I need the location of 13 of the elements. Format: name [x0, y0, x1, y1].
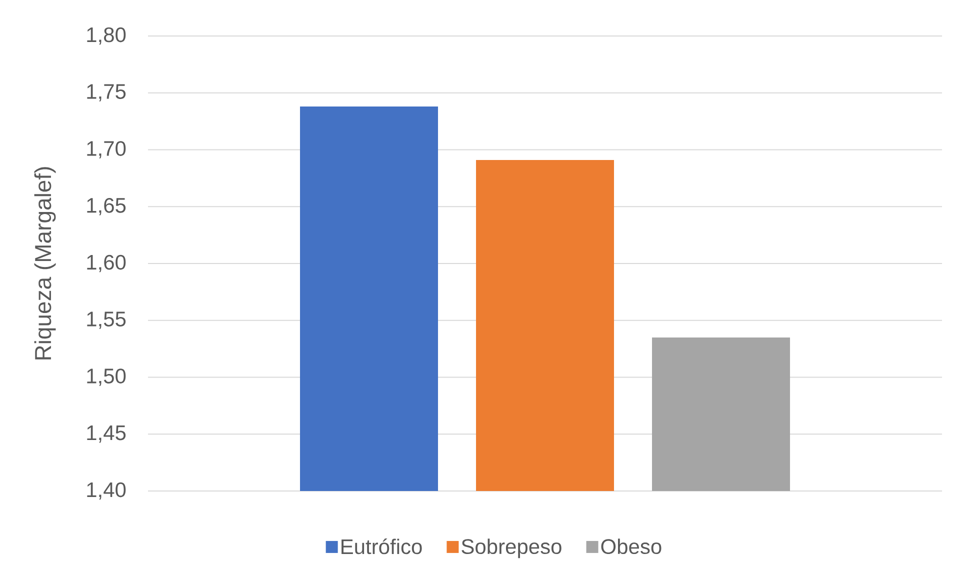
legend-label: Obeso — [601, 538, 662, 554]
y-tick-label: 1,50 — [87, 368, 126, 386]
y-tick-label: 1,65 — [87, 198, 126, 216]
legend-label: Eutrófico — [342, 538, 422, 554]
y-tick-label: 1,40 — [87, 482, 126, 500]
y-tick-label: 1,80 — [87, 27, 126, 45]
legend-label: Sobrepeso — [462, 538, 562, 558]
y-tick-label: 1,70 — [87, 141, 126, 158]
y-tick-label: 1,60 — [87, 254, 126, 272]
y-tick-label: 1,45 — [87, 426, 126, 443]
y-tick-label: 1,75 — [87, 84, 126, 102]
y-axis-title: Riqueza (Margalef) — [34, 167, 56, 360]
y-tick-label: 1,55 — [87, 312, 126, 329]
